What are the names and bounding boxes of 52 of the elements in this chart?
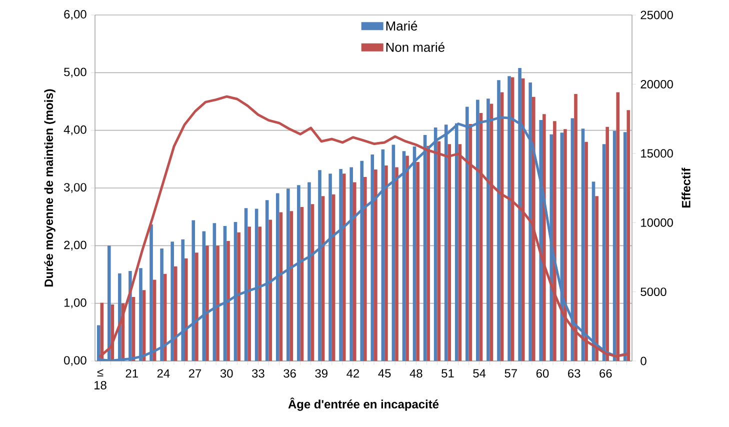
bar bbox=[237, 232, 240, 361]
y-tick-label: 4,00 bbox=[64, 125, 86, 136]
x-tick-label: 27 bbox=[188, 369, 202, 378]
bar bbox=[216, 246, 220, 361]
x-tick-label: 51 bbox=[442, 369, 454, 378]
x-tick-label: 57 bbox=[504, 369, 517, 378]
x-tick-label: 54 bbox=[473, 369, 486, 378]
y2-tick-label: 15000 bbox=[641, 149, 673, 158]
x-tick-label: 48 bbox=[410, 369, 422, 378]
legend-label: Marié bbox=[386, 20, 418, 31]
x-axis-title: Âge d'entrée en incapacité bbox=[288, 398, 439, 411]
y-tick-label: 2,00 bbox=[64, 240, 86, 251]
legend-label: Non marié bbox=[386, 42, 444, 52]
bar bbox=[384, 166, 388, 361]
y2-tick-label: 20000 bbox=[640, 80, 673, 88]
bar bbox=[195, 252, 198, 361]
y-axis-title: Durée moyenne de maintien (mois) bbox=[44, 89, 56, 287]
y-tick-label: 5,00 bbox=[64, 68, 86, 78]
y-tick-label: 1,00 bbox=[64, 298, 86, 308]
x-tick-label: 21 bbox=[126, 369, 138, 378]
x-tick-label: 45 bbox=[378, 369, 391, 378]
x-tick-label: 63 bbox=[568, 369, 580, 378]
bar bbox=[374, 170, 378, 361]
bar bbox=[352, 182, 356, 361]
y-tick-label: 0,00 bbox=[64, 356, 86, 366]
y2-tick-label: 5000 bbox=[640, 288, 666, 296]
x-tick-label: 66 bbox=[600, 369, 612, 378]
bar bbox=[174, 266, 178, 361]
bar bbox=[364, 177, 367, 361]
y2-axis-title: Effectif bbox=[682, 168, 690, 208]
x-tick-label: 42 bbox=[346, 369, 360, 378]
bar bbox=[184, 258, 188, 361]
y-tick-label: 3,00 bbox=[64, 183, 86, 193]
y2-tick-label: 10000 bbox=[641, 218, 673, 227]
bar bbox=[406, 156, 409, 361]
bar bbox=[258, 226, 262, 361]
bar bbox=[206, 246, 209, 361]
y-tick-label: 6,00 bbox=[64, 10, 86, 20]
x-tick-label: 36 bbox=[284, 369, 296, 378]
x-tick-label: 24 bbox=[157, 369, 170, 378]
y2-tick-label: 0 bbox=[640, 356, 646, 366]
x-tick-label: 30 bbox=[220, 369, 233, 378]
x-tick-label: ≤ 18 bbox=[94, 369, 106, 390]
x-tick-label: 39 bbox=[315, 369, 328, 378]
bar bbox=[416, 162, 420, 361]
bar bbox=[268, 220, 272, 361]
x-tick-label: 33 bbox=[252, 369, 264, 378]
bar bbox=[248, 226, 251, 361]
x-tick-label: 60 bbox=[536, 369, 549, 378]
bar bbox=[395, 167, 398, 361]
y2-tick-label: 25000 bbox=[640, 10, 673, 20]
bar bbox=[226, 241, 230, 361]
